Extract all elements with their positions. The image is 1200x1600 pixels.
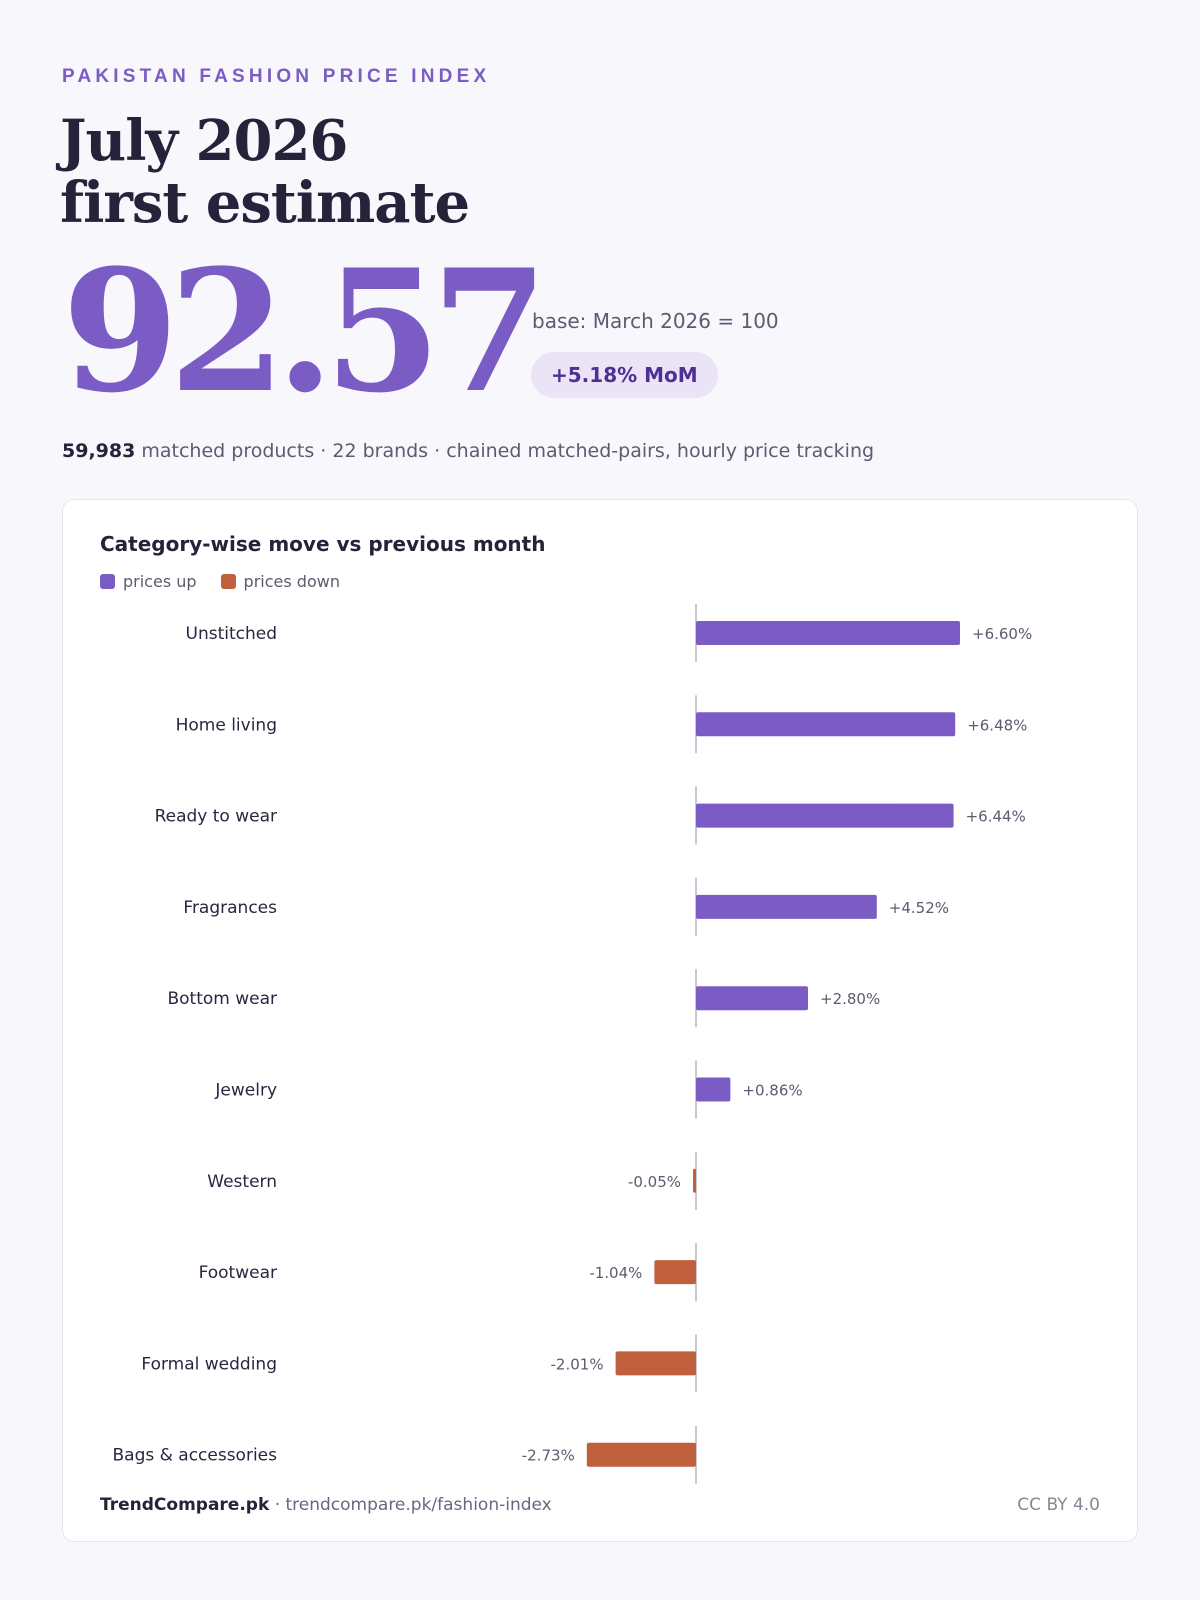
- meta-line: 59,983 matched products · 22 brands · ch…: [62, 440, 874, 462]
- value-label: +4.52%: [889, 899, 949, 917]
- legend-item-up: prices up: [100, 572, 197, 591]
- value-label: +6.48%: [967, 716, 1027, 734]
- value-label: -2.73%: [522, 1447, 575, 1465]
- title-line-2: first estimate: [60, 170, 470, 236]
- category-label: Home living: [176, 715, 277, 735]
- page-title: July 2026 first estimate: [60, 108, 470, 236]
- bar: [696, 712, 956, 737]
- footer-source: TrendCompare.pk · trendcompare.pk/fashio…: [100, 1495, 552, 1515]
- products-count: 59,983: [62, 440, 136, 462]
- value-label: -0.05%: [628, 1173, 681, 1191]
- chart-card: [62, 499, 1138, 1542]
- category-label: Western: [207, 1172, 277, 1192]
- bar: [696, 1077, 731, 1102]
- title-line-1: July 2026: [60, 108, 348, 174]
- value-label: -1.04%: [589, 1264, 642, 1282]
- category-label: Jewelry: [214, 1081, 277, 1101]
- legend-item-down: prices down: [220, 572, 340, 591]
- chart-title: Category-wise move vs previous month: [100, 532, 546, 556]
- value-label: +6.60%: [972, 625, 1032, 643]
- bar: [696, 621, 960, 645]
- value-label: +0.86%: [742, 1082, 802, 1100]
- legend-swatch-down: [220, 574, 236, 589]
- index-base: base: March 2026 = 100: [532, 309, 779, 333]
- bar: [693, 1168, 696, 1193]
- category-label: Footwear: [199, 1263, 277, 1283]
- bar: [696, 986, 808, 1011]
- legend-label-down: prices down: [243, 572, 340, 591]
- value-label: -2.01%: [551, 1355, 604, 1373]
- category-label: Formal wedding: [141, 1354, 277, 1374]
- chart-legend: prices up prices down: [100, 572, 364, 591]
- mom-change-badge: +5.18% MoM: [531, 352, 718, 398]
- bar: [586, 1442, 696, 1467]
- footer-brand: TrendCompare.pk: [100, 1495, 270, 1515]
- bar: [696, 803, 954, 828]
- bar: [696, 894, 877, 919]
- index-value: 92.57: [62, 232, 548, 430]
- category-label: Bags & accessories: [112, 1446, 277, 1466]
- value-label: +2.80%: [820, 990, 880, 1008]
- page-kicker: PAKISTAN FASHION PRICE INDEX: [62, 66, 491, 87]
- footer-url: · trendcompare.pk/fashion-index: [274, 1495, 552, 1515]
- legend-swatch-up: [100, 574, 115, 589]
- category-label: Fragrances: [183, 898, 277, 918]
- bar: [654, 1260, 696, 1285]
- bar: [615, 1351, 696, 1376]
- value-label: +6.44%: [966, 808, 1026, 826]
- meta-details: matched products · 22 brands · chained m…: [141, 440, 875, 462]
- category-label: Ready to wear: [155, 807, 277, 827]
- footer-license: CC BY 4.0: [1017, 1495, 1100, 1515]
- category-label: Bottom wear: [167, 989, 277, 1009]
- category-label: Unstitched: [186, 624, 278, 644]
- legend-label-up: prices up: [123, 572, 197, 591]
